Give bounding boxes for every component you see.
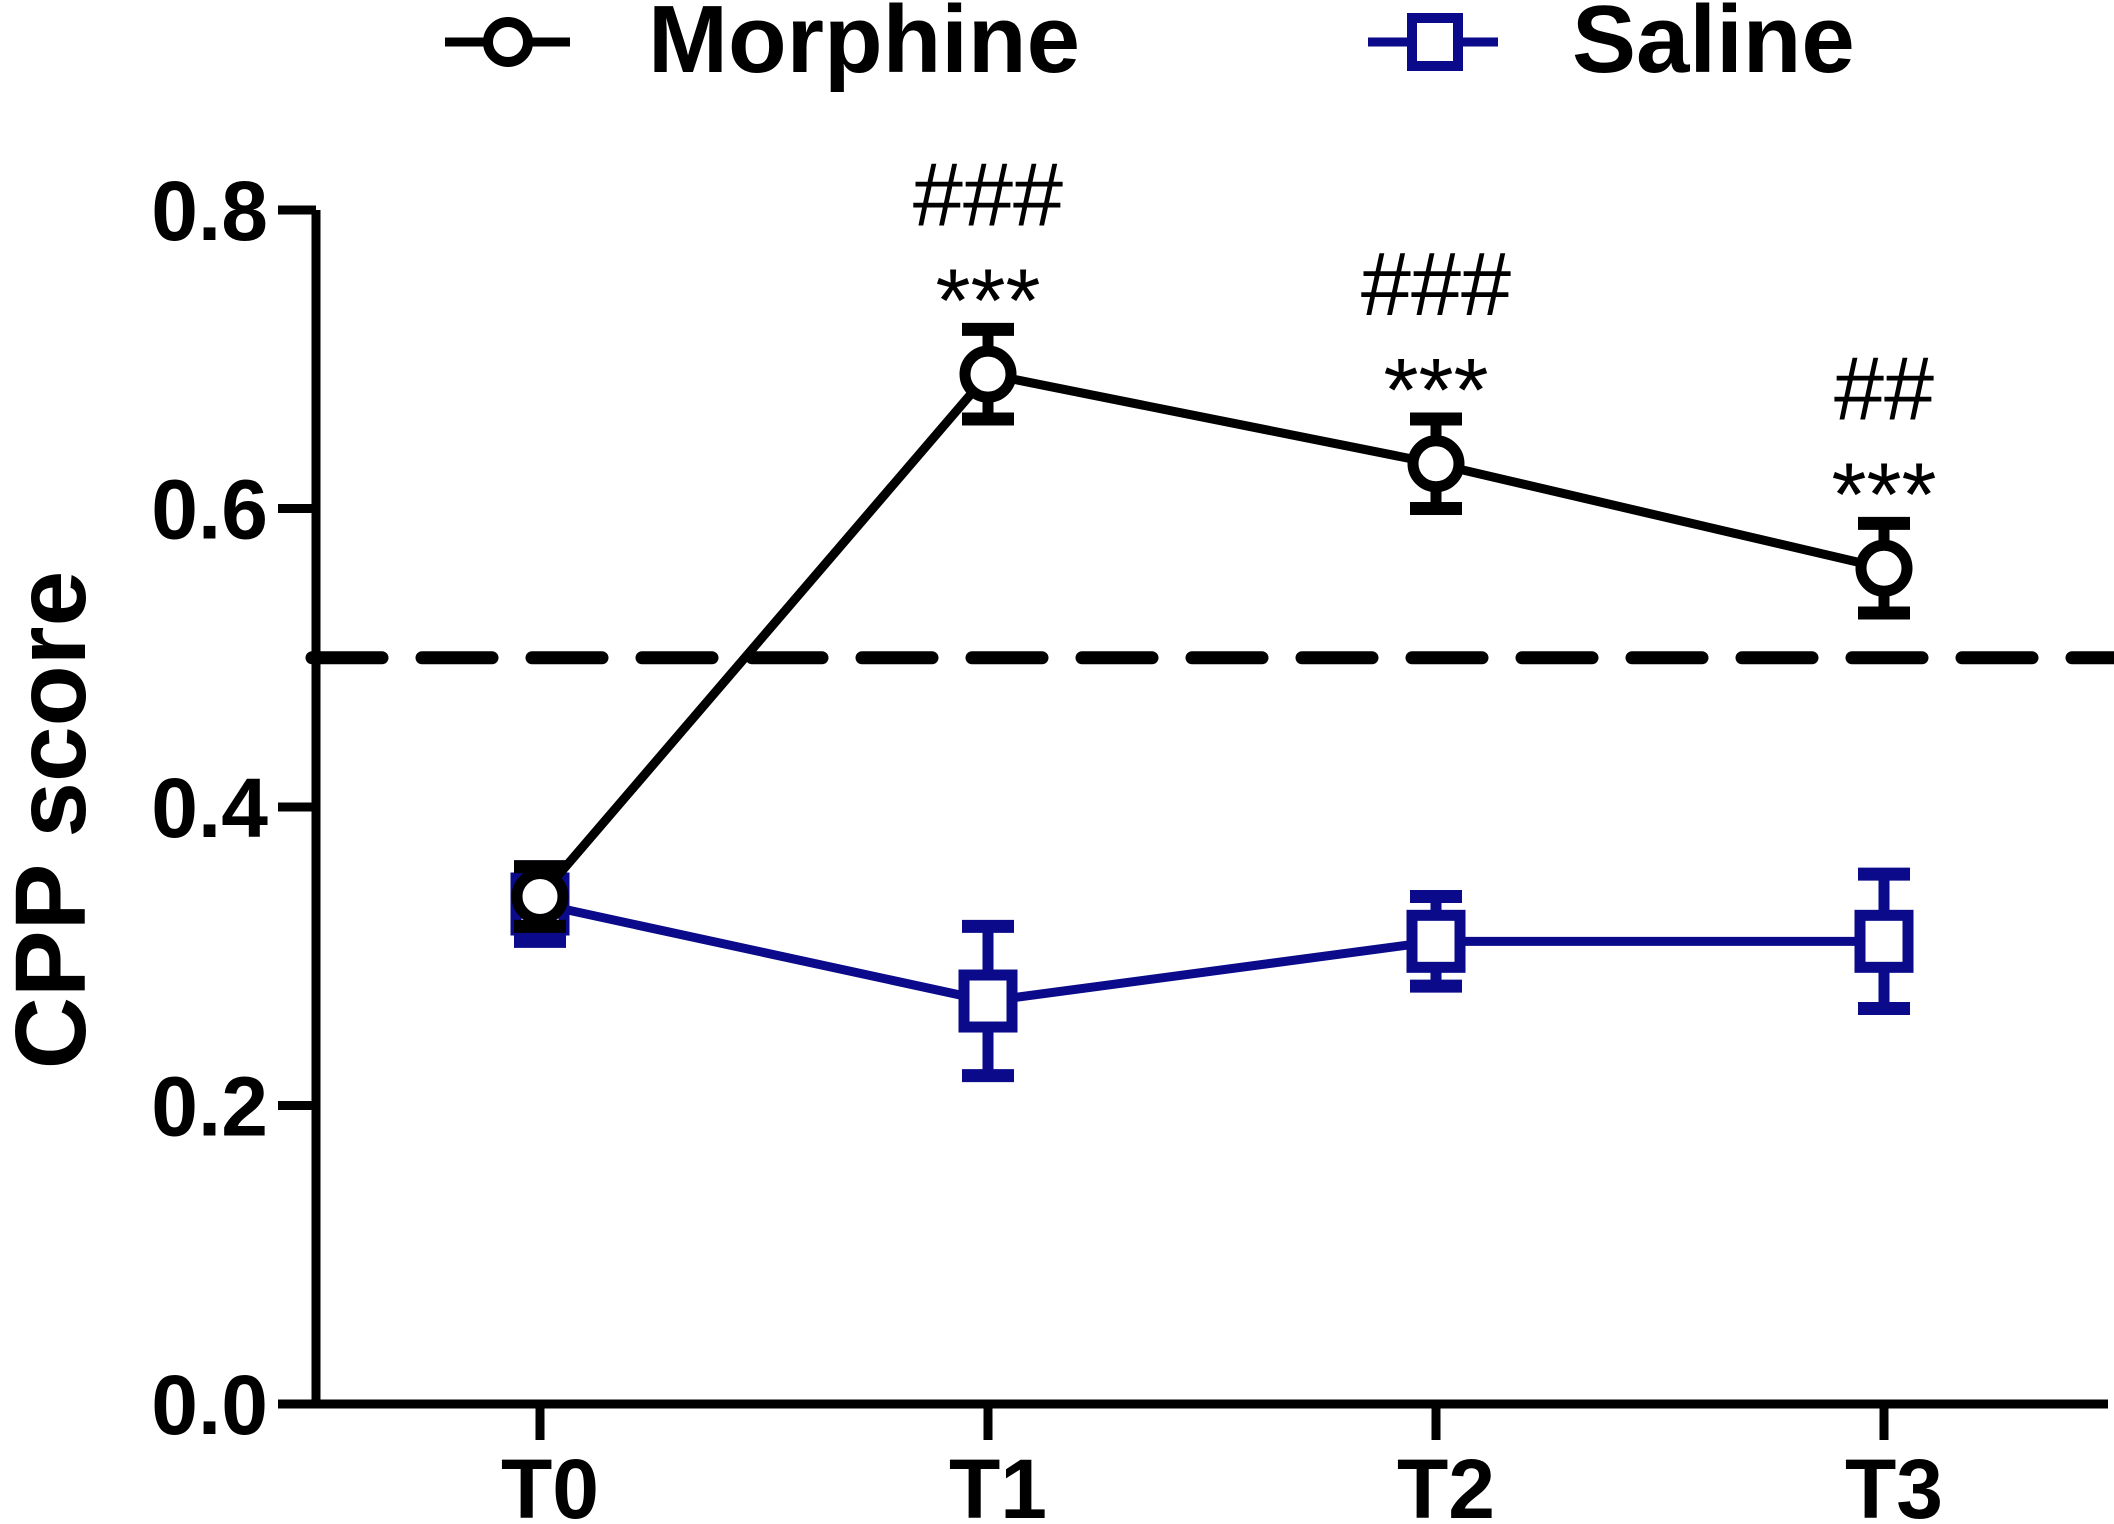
series-line <box>536 369 1886 900</box>
y-tick-label: 0.8 <box>151 164 268 258</box>
y-tick-label: 0.4 <box>151 761 268 855</box>
annotations-layer: ***###***###***## <box>913 145 1937 545</box>
y-tick-label: 0.6 <box>151 463 268 557</box>
data-point <box>1407 435 1465 493</box>
data-point <box>1854 909 1914 973</box>
y-axis-title: CPP score <box>0 571 107 1069</box>
legend-morphine-label: Morphine <box>648 0 1080 93</box>
y-tick-label: 0.2 <box>151 1060 268 1154</box>
legend-saline-label: Saline <box>1572 0 1855 93</box>
series-morphine <box>511 322 1913 933</box>
significance-hashes: ## <box>1834 339 1934 439</box>
data-point <box>959 345 1017 403</box>
significance-stars: *** <box>1831 445 1936 545</box>
x-ticks: T0 T1 T2 T3 <box>501 1404 1943 1524</box>
significance-hashes: ### <box>913 145 1063 245</box>
legend-item-saline: Saline <box>1368 0 1855 93</box>
legend-item-morphine: Morphine <box>445 0 1080 93</box>
legend-saline-marker-icon <box>1407 13 1463 71</box>
x-tick-label: T3 <box>1845 1442 1943 1524</box>
data-point <box>1855 539 1913 597</box>
series-saline <box>510 860 1914 1083</box>
x-tick-label: T2 <box>1397 1442 1495 1524</box>
legend-morphine-marker-icon <box>483 17 533 67</box>
data-point <box>1406 909 1466 973</box>
data-point <box>511 868 569 926</box>
y-tick-label: 0.0 <box>151 1358 268 1452</box>
significance-hashes: ### <box>1361 235 1511 335</box>
legend: Morphine Saline <box>445 0 1855 93</box>
series-layer <box>510 322 1914 1083</box>
series-line <box>539 899 1884 1006</box>
significance-stars: *** <box>935 251 1040 351</box>
data-point <box>958 969 1018 1033</box>
x-tick-label: T1 <box>949 1442 1047 1524</box>
y-ticks: 0.0 0.2 0.4 0.6 0.8 <box>151 164 316 1452</box>
significance-stars: *** <box>1383 341 1488 441</box>
x-tick-label: T0 <box>501 1442 599 1524</box>
